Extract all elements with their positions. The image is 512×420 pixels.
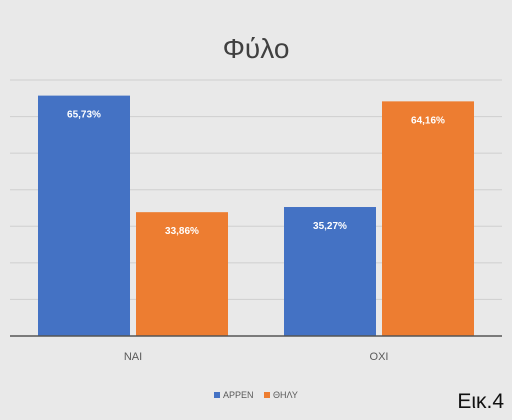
bar-thily-1 [382, 101, 474, 336]
legend-label: ΑΡΡΕΝ [223, 390, 254, 400]
bar-data-label: 35,27% [313, 221, 347, 232]
bar-data-label: 64,16% [411, 115, 445, 126]
x-tick-label: ΝΑΙ [124, 351, 142, 363]
legend-swatch [264, 392, 270, 398]
bar-data-label: 65,73% [67, 110, 101, 121]
legend-label: ΘΗΛΥ [273, 390, 298, 400]
legend-swatch [214, 392, 220, 398]
bar-thily-0 [136, 212, 228, 336]
chart-title: Φύλο [223, 33, 290, 64]
bar-arren-0 [38, 95, 130, 336]
bar-arren-1 [284, 207, 376, 336]
figure-label: Εικ.4 [457, 390, 504, 413]
bar-data-label: 33,86% [165, 226, 199, 237]
x-tick-label: ΟΧΙ [370, 351, 389, 363]
